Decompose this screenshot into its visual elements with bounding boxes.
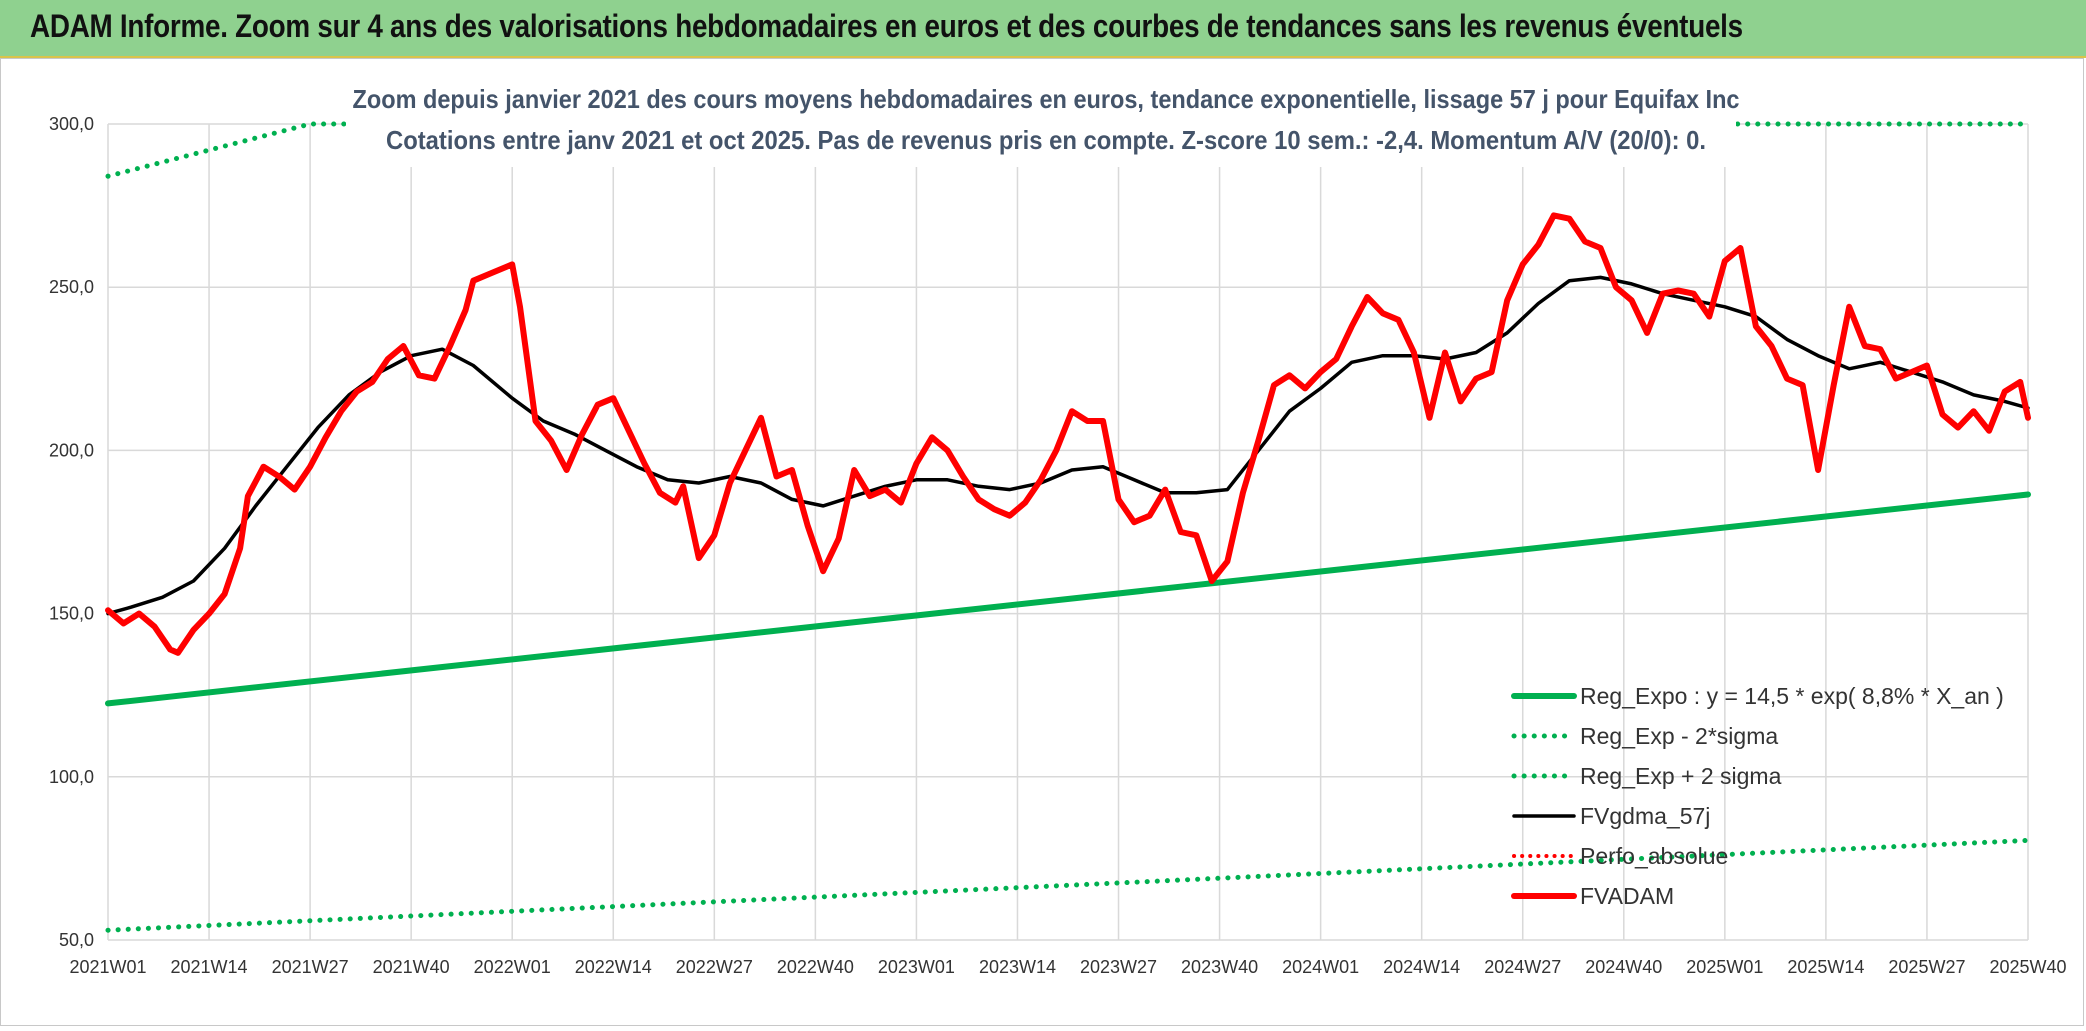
legend-label: FVgdma_57j [1580, 803, 1710, 829]
report-title: ADAM Informe. Zoom sur 4 ans des valoris… [30, 8, 1743, 44]
x-tick-label: 2021W01 [69, 957, 146, 977]
y-tick-label: 50,0 [59, 930, 94, 950]
x-tick-label: 2021W27 [272, 957, 349, 977]
series-line-5 [105, 212, 2031, 656]
y-tick-label: 200,0 [49, 440, 94, 460]
series-line-3 [106, 275, 2030, 616]
y-tick-label: 100,0 [49, 767, 94, 787]
legend-label: Reg_Exp + 2 sigma [1580, 763, 1782, 789]
x-tick-label: 2025W27 [1888, 957, 1965, 977]
x-tick-label: 2024W14 [1383, 957, 1460, 977]
x-tick-label: 2024W01 [1282, 957, 1359, 977]
series-layer [105, 121, 2031, 933]
x-tick-label: 2025W01 [1686, 957, 1763, 977]
legend: Reg_Expo : y = 14,5 * exp( 8,8% * X_an )… [1511, 683, 2004, 909]
report-banner: ADAM Informe. Zoom sur 4 ans des valoris… [0, 0, 2086, 58]
x-tick-label: 2025W40 [1989, 957, 2066, 977]
chart-title-line-2: Cotations entre janv 2021 et oct 2025. P… [386, 125, 1706, 155]
legend-label: Perfo_absolue [1580, 843, 1728, 869]
x-tick-label: 2024W27 [1484, 957, 1561, 977]
series-line-1 [105, 837, 2031, 933]
title-backdrop [346, 59, 1736, 167]
x-tick-label: 2023W14 [979, 957, 1056, 977]
x-tick-label: 2022W27 [676, 957, 753, 977]
x-tick-label: 2022W01 [474, 957, 551, 977]
series-line-0 [105, 491, 2031, 707]
y-tick-label: 300,0 [49, 114, 94, 134]
chart-title-line-1: Zoom depuis janvier 2021 des cours moyen… [353, 84, 1740, 114]
x-tick-label: 2023W01 [878, 957, 955, 977]
x-tick-label: 2023W40 [1181, 957, 1258, 977]
legend-label: FVADAM [1580, 883, 1674, 909]
y-tick-label: 250,0 [49, 277, 94, 297]
y-tick-label: 150,0 [49, 604, 94, 624]
x-tick-label: 2021W14 [171, 957, 248, 977]
x-tick-label: 2022W40 [777, 957, 854, 977]
chart-frame: 50,0 100,0 150,0 200,0 250,0 300,0 2021W01 2021… [0, 58, 2084, 1026]
legend-label: Reg_Expo : y = 14,5 * exp( 8,8% * X_an ) [1580, 683, 2004, 709]
x-tick-label: 2021W40 [373, 957, 450, 977]
price-trend-chart: 50,0 100,0 150,0 200,0 250,0 300,0 2021W01 2021… [49, 59, 2067, 977]
axis-labels: 50,0 100,0 150,0 200,0 250,0 300,0 2021W01 2021… [49, 114, 2067, 977]
legend-label: Reg_Exp - 2*sigma [1580, 723, 1778, 749]
x-tick-label: 2023W27 [1080, 957, 1157, 977]
x-tick-label: 2025W14 [1787, 957, 1864, 977]
x-tick-label: 2024W40 [1585, 957, 1662, 977]
x-tick-label: 2022W14 [575, 957, 652, 977]
